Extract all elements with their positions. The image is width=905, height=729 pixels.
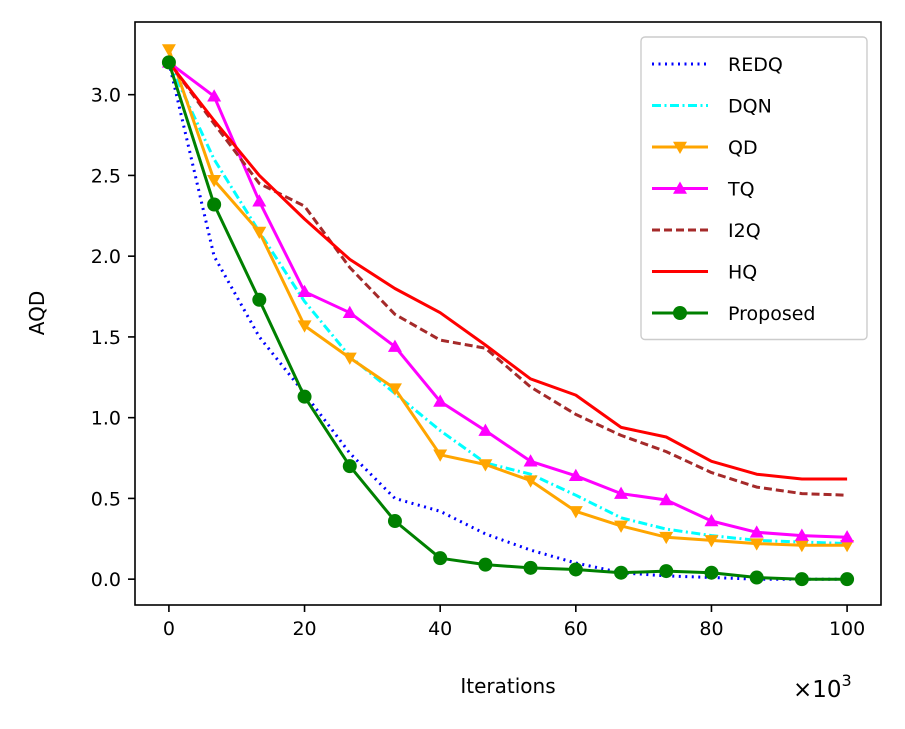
- data-point-qd: [704, 535, 719, 548]
- series-line-tq: [167, 61, 848, 539]
- data-point-proposed: [614, 565, 629, 580]
- legend-label-redq: REDQ: [728, 54, 783, 76]
- legend-label-tq: TQ: [727, 179, 755, 201]
- data-point-tq: [387, 339, 402, 352]
- data-point-qd: [342, 352, 357, 365]
- data-point-qd: [387, 383, 402, 396]
- plot-layer: [161, 44, 855, 587]
- x-tick-label: 0: [163, 618, 175, 640]
- legend-label-i2q: I2Q: [728, 220, 761, 242]
- series-line-hq: [167, 61, 848, 481]
- data-point-tq: [659, 493, 674, 506]
- data-point-proposed: [297, 389, 312, 404]
- legend-label-hq: HQ: [728, 262, 757, 284]
- series-line-proposed: [167, 61, 848, 581]
- data-point-proposed: [523, 560, 538, 575]
- data-point-tq: [523, 454, 538, 467]
- data-point-qd: [659, 531, 674, 545]
- data-point-tq: [207, 89, 222, 102]
- data-point-qd: [794, 539, 809, 553]
- data-point-tq: [342, 305, 357, 318]
- data-point-proposed: [659, 564, 674, 579]
- plot-frame: [134, 21, 882, 606]
- x-axis-multiplier-exponent: 3: [842, 671, 852, 690]
- legend-marker-tq: [673, 181, 687, 194]
- data-point-proposed: [161, 55, 176, 70]
- data-point-tq: [614, 486, 629, 499]
- data-point-proposed: [433, 551, 448, 566]
- data-point-proposed: [478, 557, 493, 572]
- data-point-qd: [207, 175, 222, 188]
- data-point-tq: [433, 394, 448, 407]
- series-line-i2q: [167, 61, 848, 497]
- legend-label-proposed: Proposed: [728, 303, 815, 325]
- legend: REDQ DQN QD TQ I2Q HQ Proposed: [640, 36, 868, 341]
- y-tick-label: 1.0: [91, 408, 121, 430]
- y-tick-label: 3.0: [91, 85, 121, 107]
- data-point-proposed: [749, 570, 764, 585]
- y-tick-label: 1.5: [91, 327, 121, 349]
- y-tick-label: 0.5: [91, 488, 121, 510]
- legend-label-qd: QD: [728, 137, 758, 159]
- y-tick-label: 2.5: [91, 165, 121, 187]
- data-point-tq: [749, 525, 764, 538]
- data-point-qd: [297, 320, 312, 333]
- data-point-tq: [840, 530, 855, 543]
- data-point-proposed: [704, 565, 719, 580]
- legend-marker-qd: [673, 141, 687, 154]
- axes-layer: 0 20 40 60 80 100 0.0 0.5 1.0 1.5 2.0 2.5 3.0: [91, 85, 865, 640]
- data-point-proposed: [794, 572, 809, 587]
- data-point-qd: [433, 449, 448, 462]
- data-point-tq: [794, 528, 809, 541]
- data-point-tq: [297, 284, 312, 297]
- legend-label-dqn: DQN: [728, 96, 772, 118]
- x-axis-label: Iterations: [460, 674, 555, 698]
- data-point-proposed: [840, 572, 855, 587]
- x-axis-multiplier: ×103: [793, 671, 852, 703]
- data-point-qd: [523, 475, 538, 488]
- x-axis-multiplier-base: ×10: [793, 677, 842, 703]
- data-point-qd: [614, 520, 629, 533]
- data-point-proposed: [387, 514, 402, 529]
- data-point-qd: [478, 459, 493, 472]
- x-tick-label: 80: [699, 618, 723, 640]
- data-point-qd: [161, 44, 176, 57]
- data-point-qd: [252, 226, 267, 239]
- data-point-proposed: [207, 197, 222, 212]
- data-point-tq: [252, 194, 267, 207]
- data-point-tq: [704, 514, 719, 527]
- data-point-tq: [568, 468, 583, 482]
- series-line-dqn: [167, 61, 848, 546]
- x-tick-label: 40: [428, 618, 452, 640]
- x-tick-label: 100: [829, 618, 865, 640]
- data-point-proposed: [342, 459, 357, 474]
- y-axis-label: AQD: [25, 291, 49, 335]
- data-point-qd: [749, 538, 764, 551]
- data-point-tq: [478, 423, 493, 436]
- x-tick-label: 60: [564, 618, 588, 640]
- data-point-qd: [840, 539, 855, 553]
- series-line-redq: [167, 62, 848, 581]
- y-tick-label: 0.0: [91, 569, 121, 591]
- y-tick-label: 2.0: [91, 246, 121, 268]
- series-line-qd: [167, 49, 848, 547]
- x-tick-label: 20: [292, 618, 316, 640]
- data-point-proposed: [568, 562, 583, 577]
- data-point-proposed: [252, 292, 267, 307]
- legend-marker-proposed: [673, 306, 687, 320]
- legend-box: [640, 36, 868, 341]
- data-point-qd: [568, 506, 583, 519]
